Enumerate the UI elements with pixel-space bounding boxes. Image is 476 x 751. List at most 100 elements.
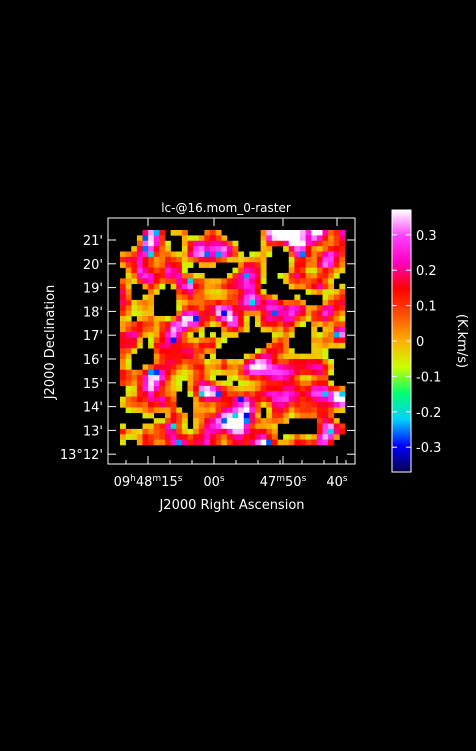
heatmap-cell [159, 380, 166, 387]
heatmap-cell [249, 439, 256, 446]
heatmap-cell [204, 294, 211, 301]
heatmap-cell [283, 273, 290, 279]
heatmap-cell [260, 235, 267, 242]
heatmap-cell [176, 289, 183, 295]
heatmap-cell [142, 407, 149, 414]
heatmap-cell [226, 412, 233, 419]
heatmap-cell [305, 316, 312, 322]
heatmap-cell [316, 337, 323, 344]
heatmap-cell [333, 326, 340, 333]
heatmap-cell [181, 299, 188, 306]
heatmap-cell [288, 364, 295, 371]
heatmap-cell [283, 326, 290, 333]
heatmap-cell [136, 428, 143, 435]
heatmap-cell [238, 299, 245, 306]
heatmap-cell [148, 289, 155, 295]
heatmap-cell [187, 294, 194, 301]
heatmap-cell [221, 235, 228, 242]
heatmap-cell [170, 348, 177, 354]
heatmap-cell [288, 321, 295, 328]
heatmap-cell [136, 407, 143, 414]
heatmap-cell [193, 251, 200, 258]
heatmap-cell [193, 316, 200, 322]
heatmap-cell [243, 267, 250, 274]
heatmap-cell [283, 305, 290, 311]
heatmap-cell [277, 375, 284, 381]
heatmap-cell [204, 310, 211, 317]
heatmap-cell [249, 407, 256, 414]
heatmap-cell [328, 246, 335, 252]
heatmap-cell [271, 337, 278, 344]
heatmap-cell [305, 240, 312, 247]
heatmap-cell [333, 407, 340, 414]
heatmap-cell [260, 391, 267, 397]
heatmap-cell [226, 332, 233, 338]
heatmap-cell [187, 332, 194, 338]
heatmap-cell [255, 439, 261, 446]
heatmap-cell [131, 273, 138, 279]
heatmap-cell [311, 342, 318, 349]
heatmap-cell [328, 299, 335, 306]
heatmap-cell [255, 321, 261, 328]
heatmap-cell [322, 337, 329, 344]
heatmap-cell [170, 396, 177, 403]
heatmap-cell [131, 299, 138, 306]
heatmap-cell [193, 439, 200, 446]
heatmap-cell [255, 385, 261, 392]
heatmap-cell [131, 375, 138, 381]
heatmap-cell [170, 369, 177, 376]
heatmap-cell [283, 380, 290, 387]
heatmap-cell [165, 439, 171, 446]
heatmap-cell [198, 278, 205, 285]
heatmap-cell [170, 342, 177, 349]
heatmap-cell [153, 348, 160, 354]
heatmap-cell [159, 391, 166, 397]
heatmap-cell [153, 434, 160, 440]
heatmap-cell [333, 289, 340, 295]
heatmap-cell [204, 262, 211, 268]
heatmap-cell [181, 305, 188, 311]
heatmap-cell [125, 428, 132, 435]
heatmap-cell [271, 230, 278, 236]
heatmap-cell [181, 294, 188, 301]
heatmap-cell [204, 348, 211, 354]
heatmap-cell [204, 428, 211, 435]
heatmap-cell [120, 428, 126, 435]
heatmap-cell [125, 391, 132, 397]
heatmap-cell [311, 235, 318, 242]
heatmap-cell [210, 240, 216, 247]
heatmap-cell [131, 305, 138, 311]
heatmap-cell [333, 235, 340, 242]
heatmap-cell [148, 294, 155, 301]
heatmap-cell [316, 434, 323, 440]
heatmap-cell [288, 412, 295, 419]
heatmap-cell [215, 240, 222, 247]
heatmap-cell [260, 273, 267, 279]
heatmap-cell [198, 283, 205, 290]
heatmap-cell [322, 230, 329, 236]
heatmap-cell [339, 246, 346, 252]
heatmap-cell [322, 434, 329, 440]
heatmap-cell [159, 316, 166, 322]
heatmap-cell [181, 434, 188, 440]
heatmap-cell [170, 251, 177, 258]
heatmap-cell [271, 423, 278, 430]
heatmap-cell [176, 256, 183, 263]
heatmap-cell [159, 375, 166, 381]
heatmap-cell [136, 375, 143, 381]
heatmap-cell [339, 326, 346, 333]
heatmap-cell [187, 251, 194, 258]
heatmap-cell [131, 267, 138, 274]
heatmap-cell [311, 316, 318, 322]
heatmap-cell [255, 283, 261, 290]
heatmap-cell [125, 359, 132, 365]
heatmap-cell [238, 262, 245, 268]
heatmap-cell [316, 310, 323, 317]
heatmap-cell [125, 369, 132, 376]
heatmap-cell [198, 407, 205, 414]
heatmap-cell [316, 439, 323, 446]
heatmap-cell [136, 391, 143, 397]
heatmap-cell [120, 434, 126, 440]
heatmap-cell [300, 299, 306, 306]
heatmap-cell [255, 278, 261, 285]
